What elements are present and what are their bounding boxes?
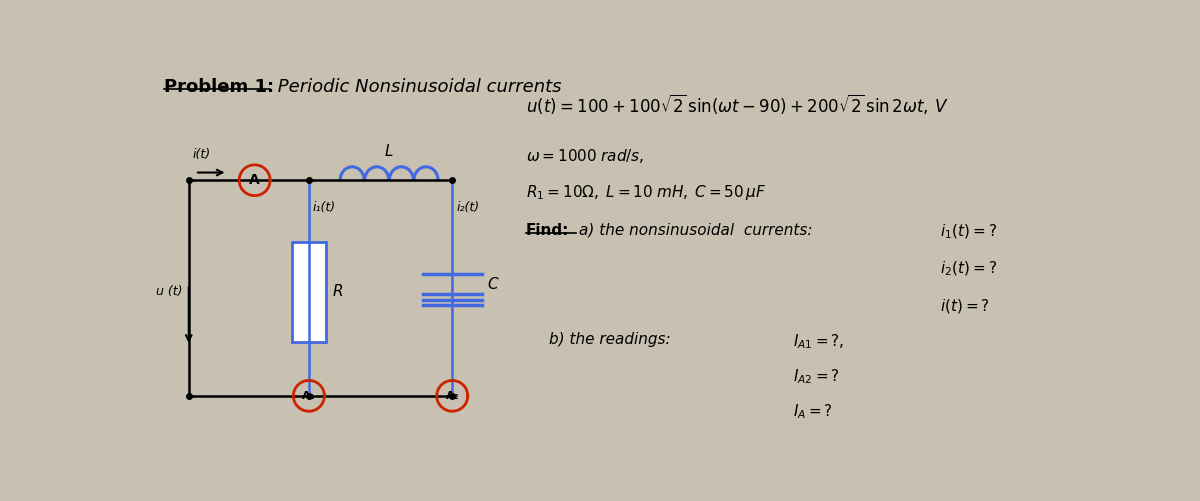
- Text: L: L: [384, 144, 392, 159]
- Bar: [292, 242, 326, 342]
- Text: i(t): i(t): [193, 148, 211, 161]
- Text: $I_{A2} = ?$: $I_{A2} = ?$: [793, 367, 840, 386]
- Text: A₁: A₁: [302, 391, 316, 401]
- Text: $I_{A1} = ?,$: $I_{A1} = ?,$: [793, 332, 845, 351]
- Text: $\omega = 1000\;rad/s,$: $\omega = 1000\;rad/s,$: [526, 147, 644, 165]
- Text: Problem 1:: Problem 1:: [164, 78, 274, 96]
- Text: i₂(t): i₂(t): [456, 201, 479, 214]
- Text: $i(t) = ?$: $i(t) = ?$: [941, 297, 990, 315]
- Text: C: C: [487, 277, 498, 292]
- Text: Find:: Find:: [526, 222, 569, 237]
- Text: b) the readings:: b) the readings:: [550, 332, 671, 347]
- Text: R: R: [332, 285, 343, 300]
- Text: $i_1(t) = ?$: $i_1(t) = ?$: [941, 222, 997, 241]
- Text: $R_1 = 10\Omega,\;L = 10\;mH,\;C = 50\,\mu F$: $R_1 = 10\Omega,\;L = 10\;mH,\;C = 50\,\…: [526, 182, 767, 201]
- Text: i₁(t): i₁(t): [313, 201, 336, 214]
- Text: a) the nonsinusoidal  currents:: a) the nonsinusoidal currents:: [578, 222, 812, 237]
- Text: u (t): u (t): [156, 286, 182, 299]
- Text: Periodic Nonsinusoidal currents: Periodic Nonsinusoidal currents: [272, 78, 562, 96]
- Text: A: A: [250, 173, 260, 187]
- Text: $i_2(t) = ?$: $i_2(t) = ?$: [941, 260, 997, 278]
- Text: A₂: A₂: [445, 391, 458, 401]
- Text: $u(t) = 100 + 100\sqrt{2}\,\sin(\omega t - 90) + 200\sqrt{2}\,\sin 2\omega t,\,V: $u(t) = 100 + 100\sqrt{2}\,\sin(\omega t…: [526, 92, 948, 116]
- Text: $I_A = ?$: $I_A = ?$: [793, 403, 833, 421]
